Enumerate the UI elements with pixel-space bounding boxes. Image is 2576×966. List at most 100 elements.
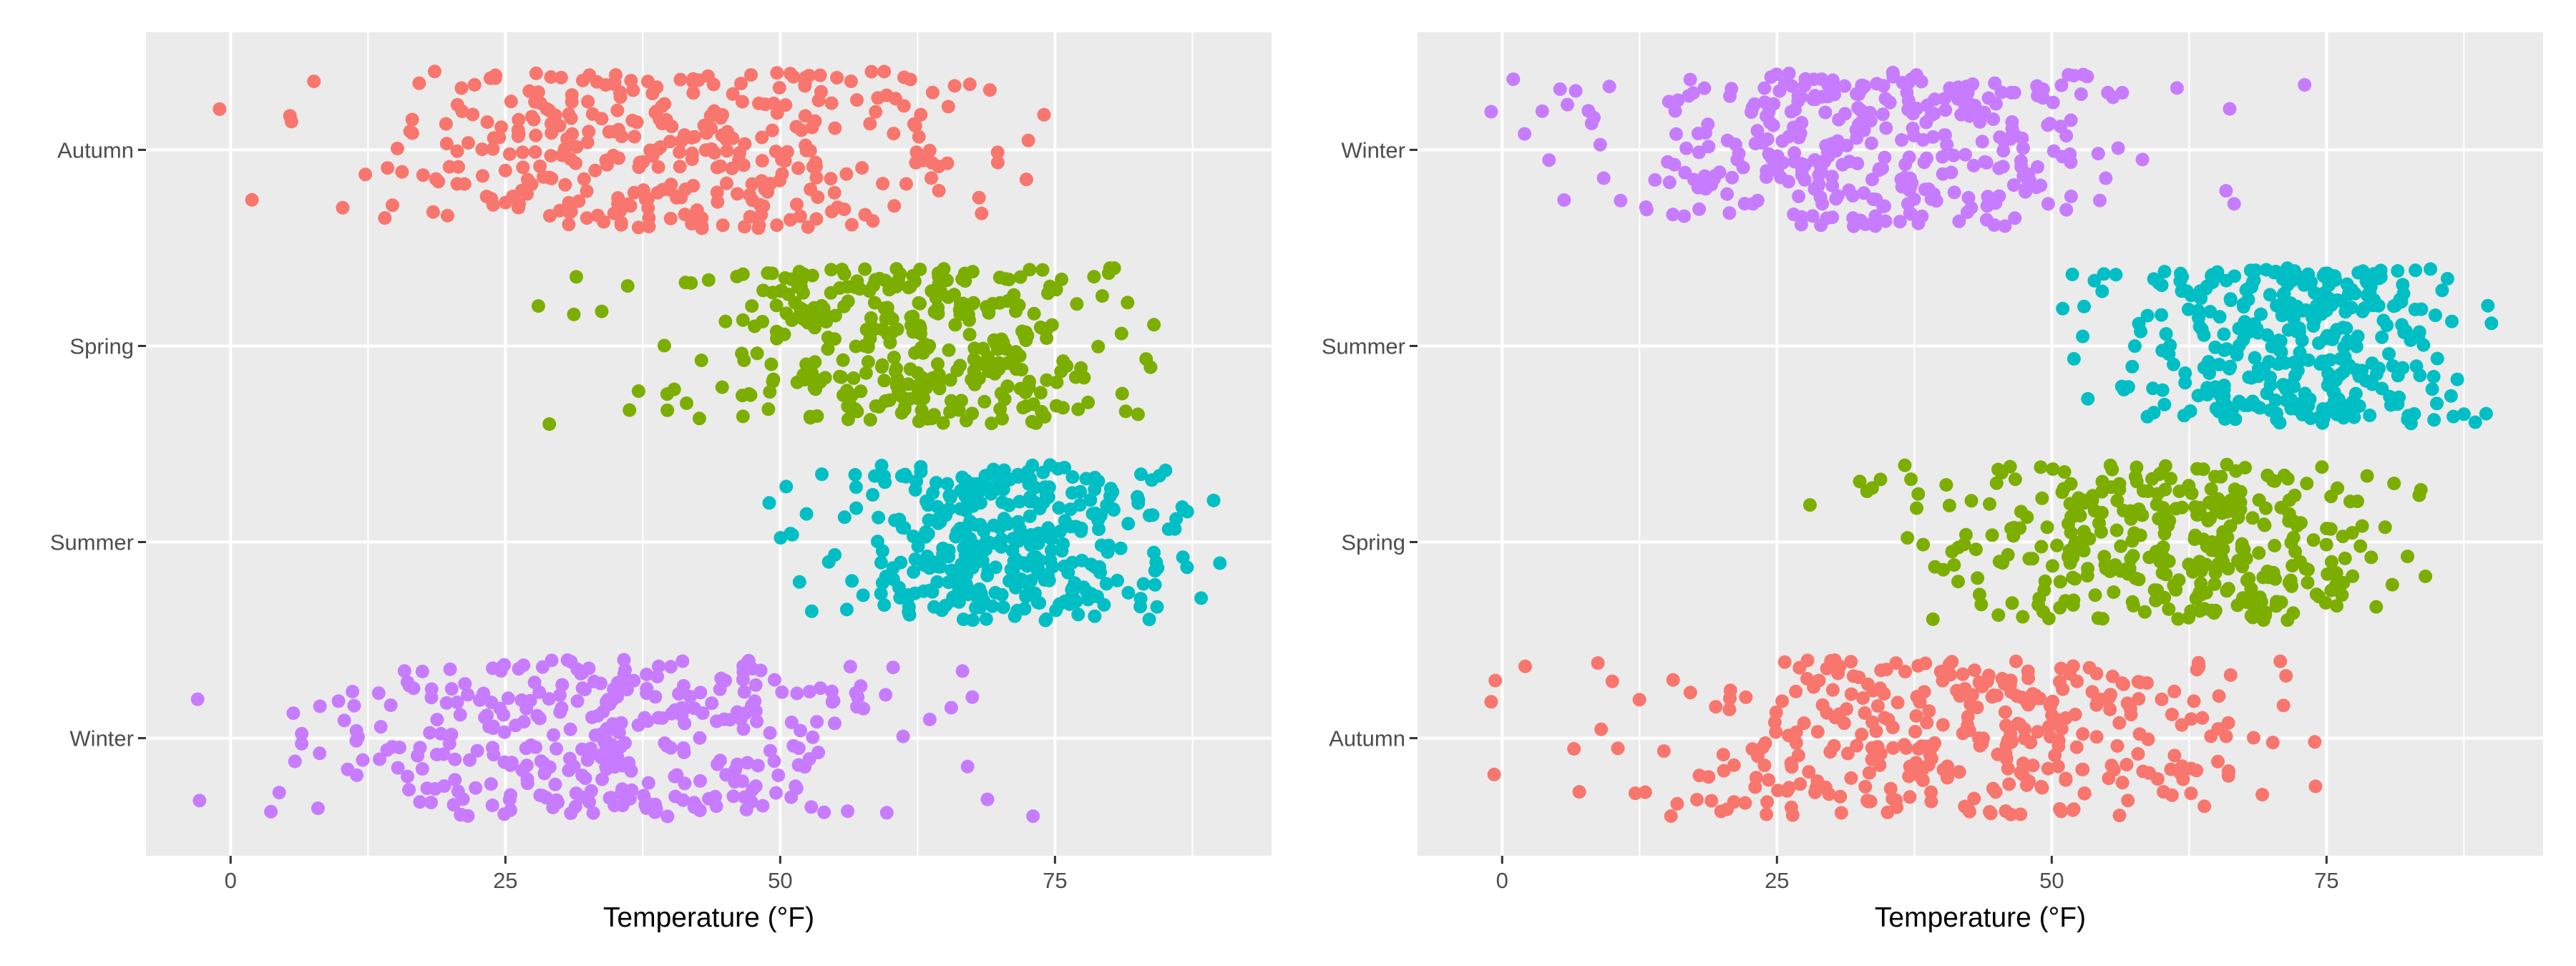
point-spring (2005, 596, 2019, 610)
point-autumn (1820, 661, 1834, 675)
point-winter (1766, 118, 1780, 132)
point-summer (2312, 336, 2326, 351)
point-autumn (624, 74, 638, 88)
point-autumn (2192, 655, 2205, 670)
point-winter (346, 685, 360, 698)
point-spring (821, 342, 835, 356)
point-summer (2109, 268, 2123, 282)
point-winter (2034, 178, 2048, 192)
point-autumn (1666, 673, 1680, 687)
point-summer (1053, 525, 1067, 539)
point-winter (663, 741, 678, 755)
point-spring (953, 358, 967, 373)
point-winter (737, 685, 751, 699)
point-summer (815, 467, 829, 482)
point-summer (2236, 333, 2250, 347)
point-winter (2106, 90, 2120, 104)
point-summer (878, 475, 892, 489)
point-summer (933, 514, 947, 529)
point-autumn (2089, 666, 2104, 680)
x-tick-label: 0 (1496, 868, 1508, 893)
point-summer (2339, 321, 2353, 336)
point-spring (2156, 540, 2170, 555)
point-autumn (925, 85, 940, 99)
point-winter (1893, 215, 1907, 229)
point-autumn (590, 75, 604, 89)
point-autumn (599, 153, 613, 167)
point-spring (2076, 493, 2090, 507)
point-spring (1055, 273, 1068, 286)
point-autumn (2077, 786, 2092, 801)
point-autumn (2054, 804, 2068, 819)
point-autumn (1738, 796, 1752, 810)
point-winter (825, 695, 839, 709)
point-spring (2378, 520, 2392, 535)
point-autumn (606, 77, 620, 91)
point-autumn (488, 68, 502, 82)
point-spring (1018, 386, 1033, 399)
point-winter (547, 728, 560, 742)
point-spring (2124, 552, 2138, 566)
point-autumn (533, 159, 547, 173)
point-winter (2031, 160, 2044, 174)
point-winter (622, 756, 636, 770)
point-winter (1785, 79, 1799, 93)
point-summer (2224, 293, 2238, 308)
point-winter (512, 662, 526, 676)
point-autumn (755, 154, 769, 168)
point-summer (872, 510, 886, 525)
point-spring (2162, 554, 2176, 568)
point-winter (515, 763, 530, 777)
point-winter (693, 731, 707, 745)
point-spring (2283, 573, 2298, 587)
point-summer (874, 459, 889, 473)
point-winter (402, 783, 416, 797)
point-autumn (1968, 663, 1981, 678)
point-winter (555, 678, 570, 692)
point-spring (777, 327, 791, 341)
point-autumn (565, 94, 579, 109)
point-autumn (213, 102, 227, 116)
point-winter (600, 762, 614, 776)
point-autumn (525, 177, 539, 192)
point-winter (672, 687, 686, 701)
point-spring (874, 360, 889, 374)
y-tick-label: Winter (69, 726, 134, 751)
point-winter (424, 682, 439, 696)
point-autumn (940, 156, 955, 170)
point-spring (936, 416, 950, 430)
point-autumn (2184, 712, 2198, 726)
point-summer (2147, 406, 2161, 420)
point-winter (1905, 176, 1919, 190)
point-winter (814, 681, 828, 696)
point-autumn (2131, 747, 2145, 761)
point-summer (1049, 603, 1063, 618)
point-spring (569, 270, 583, 284)
point-summer (907, 530, 920, 544)
point-winter (1776, 155, 1790, 170)
point-spring (761, 266, 775, 280)
point-winter (806, 730, 820, 744)
point-summer (2401, 409, 2416, 423)
point-autumn (1975, 737, 1989, 751)
point-autumn (1690, 793, 1704, 806)
point-autumn (1818, 780, 1833, 794)
point-winter (586, 806, 600, 820)
y-tick-label: Autumn (57, 137, 134, 162)
point-autumn (2009, 654, 2023, 668)
point-autumn (1767, 716, 1782, 729)
point-spring (2319, 537, 2333, 552)
point-summer (1169, 512, 1184, 526)
point-spring (1147, 318, 1161, 332)
y-tick-label: Autumn (1329, 726, 1405, 751)
point-spring (730, 270, 744, 283)
point-winter (562, 763, 576, 778)
point-summer (1019, 589, 1033, 602)
point-spring (858, 262, 872, 276)
point-autumn (663, 135, 677, 149)
y-tick-label: Spring (69, 333, 134, 358)
point-spring (841, 294, 855, 308)
point-winter (2014, 154, 2028, 168)
point-summer (959, 504, 973, 518)
